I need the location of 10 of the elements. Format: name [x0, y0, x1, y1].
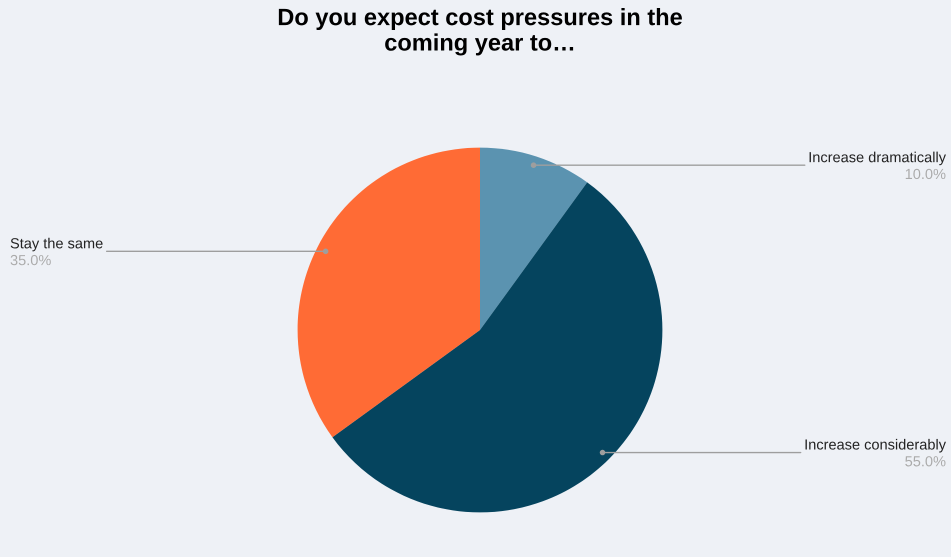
slice-label: Stay the same	[10, 238, 103, 252]
slice-label: Increase considerably	[805, 438, 946, 453]
pie-slice	[298, 148, 480, 438]
pie-slice	[480, 148, 588, 330]
slice-label: Increase dramatically	[810, 152, 946, 166]
data-label: 55.0%	[905, 456, 946, 466]
chart-title: Do you expect cost pressures in the coming year to…	[278, 8, 682, 56]
data-label: 10.0%	[906, 168, 946, 180]
data-label: 35.0%	[10, 254, 51, 266]
pie-slice	[332, 182, 662, 512]
